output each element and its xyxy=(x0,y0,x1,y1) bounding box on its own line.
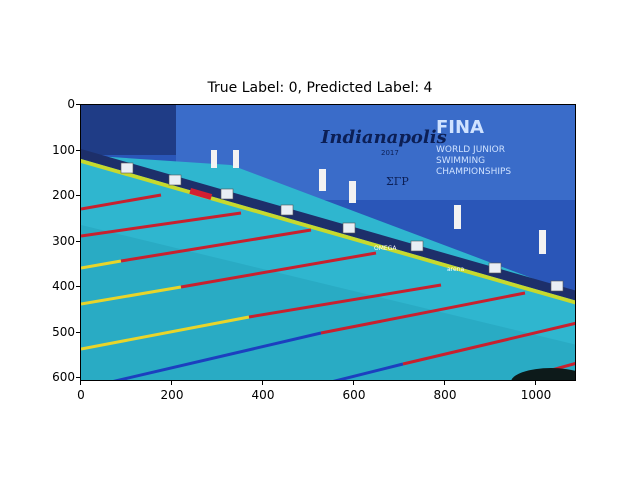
xtick-label-1: 200 xyxy=(160,388,184,402)
banner-indianapolis: Indianapolis xyxy=(320,127,447,148)
ad-omega: OMEGA xyxy=(374,245,397,252)
ytick-label-6: 600 xyxy=(52,370,75,384)
xtick-mark-2 xyxy=(262,381,263,385)
xtick-mark-4 xyxy=(444,381,445,385)
ytick-mark-0 xyxy=(76,104,80,105)
ytick-label-5: 500 xyxy=(52,325,75,339)
xtick-mark-1 xyxy=(171,381,172,385)
xtick-label-5: 1000 xyxy=(520,388,552,402)
ytick-label-2: 200 xyxy=(52,188,75,202)
xtick-mark-5 xyxy=(535,381,536,385)
xtick-mark-3 xyxy=(353,381,354,385)
banner-fina: FINA xyxy=(436,117,484,138)
xtick-label-4: 800 xyxy=(433,388,457,402)
ytick-label-1: 100 xyxy=(52,143,75,157)
ytick-mark-4 xyxy=(76,286,80,287)
ytick-label-0: 0 xyxy=(67,97,75,111)
ytick-mark-5 xyxy=(76,332,80,333)
banner-sponsor: ΣΓΡ xyxy=(386,175,409,188)
banner-world-junior: WORLD JUNIOR xyxy=(436,145,505,155)
pool-photo: Indianapolis 2017 FINA WORLD JUNIOR SWIM… xyxy=(81,105,575,380)
banner-swimming: SWIMMING xyxy=(436,156,485,166)
xtick-label-0: 0 xyxy=(77,388,85,402)
ytick-mark-1 xyxy=(76,150,80,151)
banner-year: 2017 xyxy=(381,149,399,157)
xtick-label-2: 400 xyxy=(251,388,275,402)
ytick-mark-3 xyxy=(76,241,80,242)
ytick-label-3: 300 xyxy=(52,234,75,248)
xtick-mark-0 xyxy=(80,381,81,385)
xtick-label-3: 600 xyxy=(342,388,366,402)
figure-title: True Label: 0, Predicted Label: 4 xyxy=(207,80,433,96)
ad-arena: arena xyxy=(447,266,465,273)
ytick-mark-6 xyxy=(76,377,80,378)
ytick-label-4: 400 xyxy=(52,279,75,293)
ytick-mark-2 xyxy=(76,195,80,196)
banner-championships: CHAMPIONSHIPS xyxy=(436,167,511,177)
image-axes: Indianapolis 2017 FINA WORLD JUNIOR SWIM… xyxy=(80,104,576,381)
